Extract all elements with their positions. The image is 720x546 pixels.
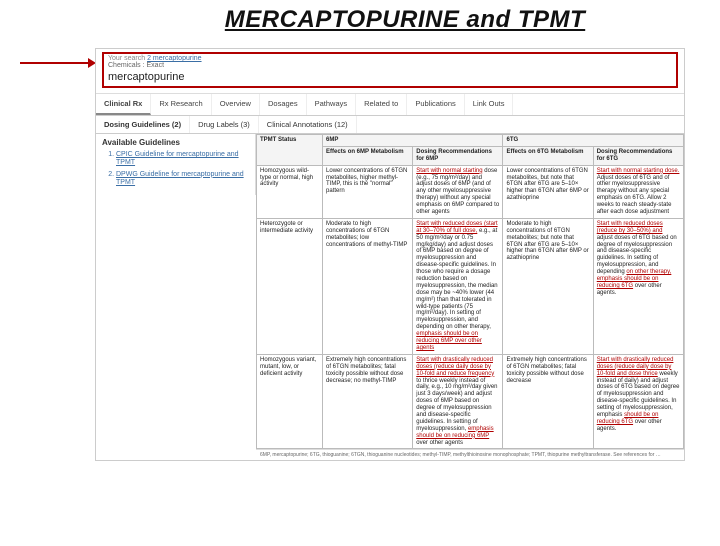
subtab-drug-labels[interactable]: Drug Labels (3)	[190, 116, 259, 133]
cell-eff6mp: Lower concentrations of 6TGN metabolites…	[323, 165, 413, 218]
cell-text: Adjust doses of 6TG and of other myelosu…	[597, 175, 672, 215]
search-redbox: Your search 2 mercaptopurine Chemicals :…	[102, 52, 678, 88]
cell-rec6tg: Start with drastically reduced doses (re…	[593, 354, 683, 449]
tab-related[interactable]: Related to	[356, 94, 407, 115]
tab-link-outs[interactable]: Link Outs	[465, 94, 514, 115]
cell-text: to thrice weekly instead of daily, e.g.,…	[416, 378, 497, 432]
cell-text: weekly instead of daily) and adjust dose…	[597, 371, 680, 418]
cell-rec6tg: Start with normal starting dose. Adjust …	[593, 165, 683, 218]
table-row: Homozygous variant, mutant, low, or defi…	[257, 354, 684, 449]
guideline-link-2[interactable]: DPWG Guideline for mercaptopurine and TP…	[116, 171, 249, 188]
search-link[interactable]: 2 mercaptopurine	[147, 55, 201, 62]
table-header-row-1: TPMT Status 6MP 6TG	[257, 135, 684, 147]
chemical-name: mercaptopurine	[108, 71, 672, 83]
cell-rec6tg: Start with reduced doses (reduce by 30–5…	[593, 218, 683, 354]
content-area: Available Guidelines CPIC Guideline for …	[96, 134, 684, 460]
available-guidelines-title: Available Guidelines	[102, 138, 249, 147]
red-text: Start with normal starting dose.	[597, 168, 680, 174]
table-row: Homozygous wild-type or normal, high act…	[257, 165, 684, 218]
search-area: Your search 2 mercaptopurine Chemicals :…	[96, 49, 684, 94]
th-rec-6mp: Dosing Recommendations for 6MP	[413, 146, 503, 165]
cell-rec6mp: Start with drastically reduced doses (re…	[413, 354, 503, 449]
cell-tpmt: Heterozygote or intermediate activity	[257, 218, 323, 354]
th-tpmt: TPMT Status	[257, 135, 323, 166]
red-text: emphasis should be on reducing 6MP over …	[416, 331, 482, 351]
cell-eff6tg: Extremely high concentrations of 6TGN me…	[503, 354, 593, 449]
tab-pathways[interactable]: Pathways	[307, 94, 357, 115]
cell-rec6mp: Start with normal starting dose (e.g., 7…	[413, 165, 503, 218]
th-rec-6tg: Dosing Recommendations for 6TG	[593, 146, 683, 165]
th-6tg: 6TG	[503, 135, 684, 147]
tab-rx-research[interactable]: Rx Research	[151, 94, 211, 115]
slide-title: MERCAPTOPURINE and TPMT	[90, 6, 720, 34]
red-text: Start with normal starting	[416, 168, 482, 174]
search-line1: Your search 2 mercaptopurine	[108, 55, 672, 62]
th-eff-6tg: Effects on 6TG Metabolism	[503, 146, 593, 165]
arrow-pointer	[20, 62, 90, 64]
main-panel: Your search 2 mercaptopurine Chemicals :…	[95, 48, 685, 461]
subtab-clinical-annotations[interactable]: Clinical Annotations (12)	[259, 116, 357, 133]
red-text: Start with reduced doses (reduce by 30–5…	[597, 221, 663, 234]
cell-eff6tg: Moderate to high concentrations of 6TGN …	[503, 218, 593, 354]
guidelines-column: Available Guidelines CPIC Guideline for …	[96, 134, 256, 195]
search-prefix: Your search	[108, 55, 145, 62]
subtab-dosing-guidelines[interactable]: Dosing Guidelines (2)	[96, 116, 190, 133]
cell-eff6mp: Extremely high concentrations of 6TGN me…	[323, 354, 413, 449]
tab-clinical-rx[interactable]: Clinical Rx	[96, 94, 151, 115]
tab-publications[interactable]: Publications	[407, 94, 464, 115]
cell-tpmt: Homozygous wild-type or normal, high act…	[257, 165, 323, 218]
cell-eff6tg: Lower concentrations of 6TGN metabolites…	[503, 165, 593, 218]
th-6mp: 6MP	[323, 135, 503, 147]
sub-tabs: Dosing Guidelines (2) Drug Labels (3) Cl…	[96, 116, 684, 134]
dosing-table: TPMT Status 6MP 6TG Effects on 6MP Metab…	[256, 134, 684, 449]
table-column: TPMT Status 6MP 6TG Effects on 6MP Metab…	[256, 134, 684, 460]
cell-tpmt: Homozygous variant, mutant, low, or defi…	[257, 354, 323, 449]
guideline-link-1[interactable]: CPIC Guideline for mercaptopurine and TP…	[116, 151, 249, 168]
cell-rec6mp: Start with reduced doses (start at 30–70…	[413, 218, 503, 354]
tab-overview[interactable]: Overview	[212, 94, 260, 115]
tab-dosages[interactable]: Dosages	[260, 94, 307, 115]
table-row: Heterozygote or intermediate activity Mo…	[257, 218, 684, 354]
cell-text: dose (e.g., 75 mg/m²/day) and adjust dos…	[416, 168, 499, 215]
guideline-list: CPIC Guideline for mercaptopurine and TP…	[102, 151, 249, 188]
red-text: Start with drastically reduced doses (re…	[416, 357, 494, 377]
cell-eff6mp: Moderate to high concentrations of 6TGN …	[323, 218, 413, 354]
cell-text: e.g., at 50 mg/m²/day or 0.75 mg/kg/day)…	[416, 228, 497, 330]
search-line2: Chemicals : Exact	[108, 62, 672, 69]
primary-tabs: Clinical Rx Rx Research Overview Dosages…	[96, 94, 684, 116]
th-eff-6mp: Effects on 6MP Metabolism	[323, 146, 413, 165]
cell-text: over other agents	[416, 440, 463, 446]
table-footnote: 6MP, mercaptopurine; 6TG, thioguanine; 6…	[256, 449, 684, 460]
